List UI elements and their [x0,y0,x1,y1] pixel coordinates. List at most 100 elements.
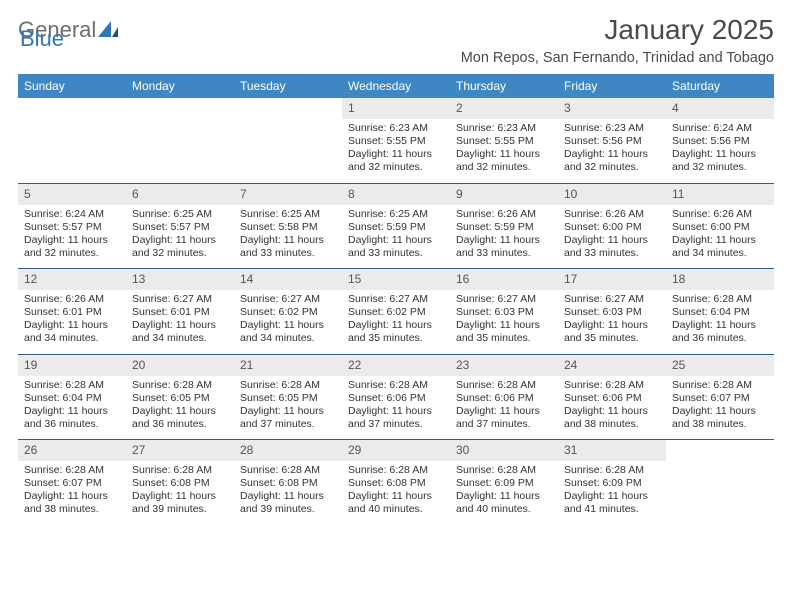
dow-header: Monday [126,74,234,98]
sunset-text: Sunset: 6:04 PM [24,392,120,405]
sunset-text: Sunset: 6:05 PM [240,392,336,405]
day-number: 31 [558,440,666,461]
sunset-text: Sunset: 6:06 PM [564,392,660,405]
day-info: Sunrise: 6:24 AMSunset: 5:57 PMDaylight:… [18,205,126,269]
sunrise-text: Sunrise: 6:28 AM [672,293,768,306]
sunset-text: Sunset: 6:08 PM [348,477,444,490]
sunset-text: Sunset: 6:03 PM [564,306,660,319]
week-row: 12Sunrise: 6:26 AMSunset: 6:01 PMDayligh… [18,269,774,355]
sunset-text: Sunset: 6:01 PM [132,306,228,319]
day-number: 18 [666,269,774,290]
calendar-page: General January 2025 Blue Mon Repos, San… [0,0,792,535]
day-info [666,461,774,524]
sunrise-text: Sunrise: 6:24 AM [24,208,120,221]
day-cell: 9Sunrise: 6:26 AMSunset: 5:59 PMDaylight… [450,183,558,269]
day-cell [234,98,342,183]
sunrise-text: Sunrise: 6:27 AM [348,293,444,306]
day-info: Sunrise: 6:28 AMSunset: 6:04 PMDaylight:… [666,290,774,354]
daylight-text: Daylight: 11 hours and 32 minutes. [132,234,228,260]
daylight-text: Daylight: 11 hours and 35 minutes. [564,319,660,345]
daylight-text: Daylight: 11 hours and 40 minutes. [456,490,552,516]
sunset-text: Sunset: 5:56 PM [672,135,768,148]
sunrise-text: Sunrise: 6:28 AM [24,379,120,392]
day-cell: 22Sunrise: 6:28 AMSunset: 6:06 PMDayligh… [342,354,450,440]
dow-header: Thursday [450,74,558,98]
day-number [234,98,342,119]
sunset-text: Sunset: 6:05 PM [132,392,228,405]
daylight-text: Daylight: 11 hours and 40 minutes. [348,490,444,516]
day-info: Sunrise: 6:28 AMSunset: 6:06 PMDaylight:… [558,376,666,440]
daylight-text: Daylight: 11 hours and 37 minutes. [456,405,552,431]
day-cell: 4Sunrise: 6:24 AMSunset: 5:56 PMDaylight… [666,98,774,183]
day-cell: 14Sunrise: 6:27 AMSunset: 6:02 PMDayligh… [234,269,342,355]
sunset-text: Sunset: 6:02 PM [240,306,336,319]
sunrise-text: Sunrise: 6:27 AM [240,293,336,306]
day-info: Sunrise: 6:27 AMSunset: 6:01 PMDaylight:… [126,290,234,354]
day-cell: 30Sunrise: 6:28 AMSunset: 6:09 PMDayligh… [450,440,558,525]
daylight-text: Daylight: 11 hours and 32 minutes. [348,148,444,174]
day-info: Sunrise: 6:25 AMSunset: 5:58 PMDaylight:… [234,205,342,269]
day-info [234,119,342,182]
week-row: 26Sunrise: 6:28 AMSunset: 6:07 PMDayligh… [18,440,774,525]
day-cell: 21 Sunrise: 6:28 AMSunset: 6:05 PMDayligh… [234,354,342,440]
day-info: Sunrise: 6:27 AMSunset: 6:03 PMDaylight:… [450,290,558,354]
day-cell: 17Sunrise: 6:27 AMSunset: 6:03 PMDayligh… [558,269,666,355]
sunrise-text: Sunrise: 6:27 AM [132,293,228,306]
daylight-text: Daylight: 11 hours and 37 minutes. [348,405,444,431]
day-info [18,119,126,182]
day-cell: 2Sunrise: 6:23 AMSunset: 5:55 PMDaylight… [450,98,558,183]
daylight-text: Daylight: 11 hours and 34 minutes. [24,319,120,345]
daylight-text: Daylight: 11 hours and 36 minutes. [132,405,228,431]
day-number: 10 [558,184,666,205]
day-number: 20 [126,355,234,376]
sunset-text: Sunset: 6:08 PM [132,477,228,490]
daylight-text: Daylight: 11 hours and 33 minutes. [564,234,660,260]
sunrise-text: Sunrise: 6:23 AM [348,122,444,135]
brand-sail-icon [98,17,118,43]
sunrise-text: Sunrise: 6:23 AM [456,122,552,135]
daylight-text: Daylight: 11 hours and 37 minutes. [240,405,336,431]
day-number: 23 [450,355,558,376]
calendar-table: Sunday Monday Tuesday Wednesday Thursday… [18,74,774,525]
day-info: Sunrise: 6:27 AMSunset: 6:02 PMDaylight:… [342,290,450,354]
sunset-text: Sunset: 6:09 PM [564,477,660,490]
day-number: 15 [342,269,450,290]
day-number: 4 [666,98,774,119]
day-number: 19 [18,355,126,376]
day-info: Sunrise: 6:24 AMSunset: 5:56 PMDaylight:… [666,119,774,183]
sunrise-text: Sunrise: 6:26 AM [564,208,660,221]
sunrise-text: Sunrise: 6:28 AM [240,379,336,392]
day-number: 27 [126,440,234,461]
daylight-text: Daylight: 11 hours and 34 minutes. [240,319,336,345]
day-number [18,98,126,119]
sunrise-text: Sunrise: 6:28 AM [456,379,552,392]
day-info: Sunrise: 6:27 AMSunset: 6:02 PMDaylight:… [234,290,342,354]
day-cell: 3Sunrise: 6:23 AMSunset: 5:56 PMDaylight… [558,98,666,183]
day-cell: 1Sunrise: 6:23 AMSunset: 5:55 PMDaylight… [342,98,450,183]
sunrise-text: Sunrise: 6:25 AM [348,208,444,221]
daylight-text: Daylight: 11 hours and 34 minutes. [132,319,228,345]
daylight-text: Daylight: 11 hours and 39 minutes. [240,490,336,516]
day-number: 13 [126,269,234,290]
sunrise-text: Sunrise: 6:28 AM [348,379,444,392]
sunset-text: Sunset: 5:55 PM [348,135,444,148]
day-cell: 16Sunrise: 6:27 AMSunset: 6:03 PMDayligh… [450,269,558,355]
day-info: Sunrise: 6:25 AMSunset: 5:59 PMDaylight:… [342,205,450,269]
day-number: 6 [126,184,234,205]
day-info: Sunrise: 6:28 AMSunset: 6:07 PMDaylight:… [18,461,126,525]
day-info: Sunrise: 6:27 AMSunset: 6:03 PMDaylight:… [558,290,666,354]
daylight-text: Daylight: 11 hours and 33 minutes. [240,234,336,260]
day-cell: 15Sunrise: 6:27 AMSunset: 6:02 PMDayligh… [342,269,450,355]
daylight-text: Daylight: 11 hours and 41 minutes. [564,490,660,516]
sunrise-text: Sunrise: 6:25 AM [132,208,228,221]
day-number: 24 [558,355,666,376]
day-number: 29 [342,440,450,461]
day-cell: 7Sunrise: 6:25 AMSunset: 5:58 PMDaylight… [234,183,342,269]
day-cell: 6Sunrise: 6:25 AMSunset: 5:57 PMDaylight… [126,183,234,269]
sunrise-text: Sunrise: 6:27 AM [456,293,552,306]
daylight-text: Daylight: 11 hours and 35 minutes. [348,319,444,345]
sunrise-text: Sunrise: 6:28 AM [240,464,336,477]
dow-header-row: Sunday Monday Tuesday Wednesday Thursday… [18,74,774,98]
day-number: 2 [450,98,558,119]
day-number: 21 [234,355,342,376]
